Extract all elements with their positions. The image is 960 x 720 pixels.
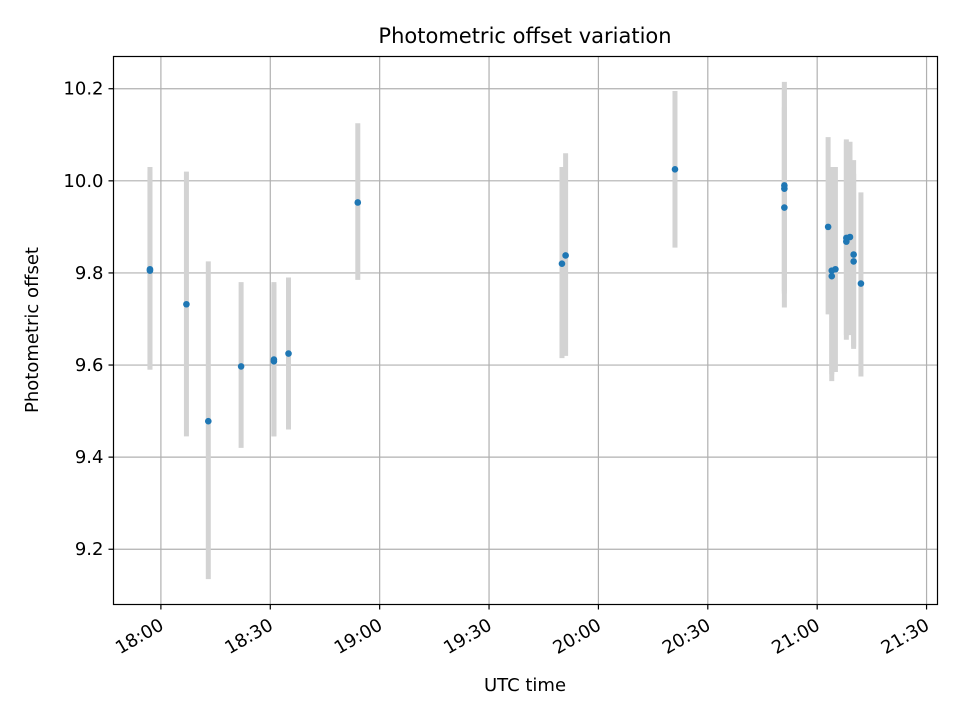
chart-title: Photometric offset variation: [378, 24, 671, 48]
data-point: [832, 265, 839, 273]
y-tick-label: 9.2: [75, 539, 104, 560]
y-tick-label: 10.0: [63, 171, 103, 192]
data-point: [828, 272, 836, 280]
data-point: [824, 223, 832, 231]
data-point: [204, 417, 212, 425]
y-tick-label: 9.6: [75, 355, 104, 376]
y-tick-label: 10.2: [63, 79, 103, 100]
data-point: [781, 182, 788, 189]
data-point: [237, 363, 245, 370]
grid-lines: [113, 56, 938, 605]
data-points: [146, 166, 865, 425]
y-axis-title: Photometric offset: [22, 247, 43, 413]
data-point: [285, 350, 292, 357]
data-point: [270, 356, 278, 363]
y-axis: 9.2 9.4 9.6 9.8 10.0 10.2: [63, 79, 114, 560]
y-tick-label: 9.4: [75, 447, 104, 468]
data-point: [781, 204, 788, 211]
data-point: [850, 251, 857, 258]
data-point: [857, 280, 865, 287]
data-point: [558, 260, 566, 268]
data-point: [562, 252, 569, 259]
data-point: [671, 166, 679, 173]
y-tick-label: 9.8: [75, 263, 104, 284]
data-point: [146, 265, 154, 273]
data-point: [846, 233, 854, 241]
plot-frame: [112, 55, 939, 606]
data-point: [354, 199, 362, 206]
x-axis-title: UTC time: [484, 675, 566, 696]
data-point: [183, 300, 190, 308]
data-point: [850, 258, 857, 265]
